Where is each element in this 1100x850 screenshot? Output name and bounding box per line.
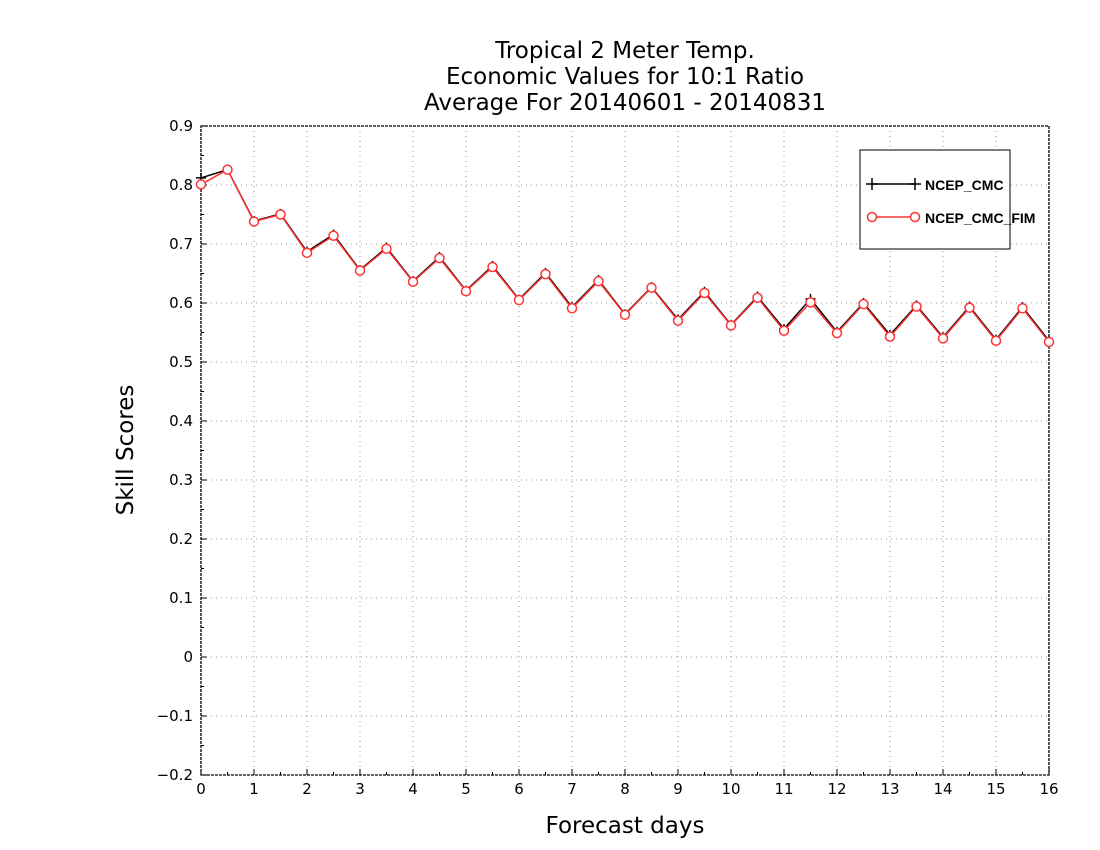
x-tick-label: 4 — [408, 780, 418, 798]
point-ncep-cmc-fim — [805, 297, 816, 308]
point-ncep-cmc-fim — [460, 285, 472, 297]
point-ncep-cmc-fim — [725, 320, 737, 331]
y-tick-label: 0.5 — [169, 353, 193, 371]
point-ncep-cmc-fim — [434, 252, 445, 264]
point-ncep-cmc-fim — [672, 315, 684, 326]
point-ncep-cmc-fim — [699, 287, 710, 299]
y-tick-label: −0.1 — [157, 707, 193, 725]
grid-lines — [201, 126, 1049, 775]
point-ncep-cmc-fim — [831, 327, 843, 339]
x-tick-label: 13 — [880, 780, 899, 798]
legend-box — [859, 149, 1011, 250]
point-ncep-cmc-fim — [301, 247, 313, 259]
point-ncep-cmc-fim — [248, 216, 260, 227]
point-ncep-cmc-fim — [778, 325, 790, 336]
point-ncep-cmc-fim — [646, 282, 657, 293]
x-axis-label: Forecast days — [546, 813, 705, 839]
x-tick-label: 16 — [1039, 780, 1058, 798]
y-tick-label: 0.9 — [169, 117, 193, 135]
legend: NCEP_CMC NCEP_CMC_FIM — [859, 149, 1035, 250]
x-tick-label: 10 — [721, 780, 740, 798]
point-ncep-cmc-fim — [487, 261, 498, 273]
x-tick-label: 14 — [933, 780, 952, 798]
x-tick-label: 11 — [774, 780, 793, 798]
y-axis-label: Skill Scores — [113, 385, 139, 516]
x-tick-label: 5 — [461, 780, 471, 798]
point-ncep-cmc-fim — [566, 303, 578, 314]
y-tick-label: 0 — [183, 648, 193, 666]
point-ncep-cmc-fim — [964, 302, 975, 313]
legend-label-ncep-cmc-fim: NCEP_CMC_FIM — [925, 210, 1035, 226]
point-ncep-cmc-fim — [328, 230, 339, 241]
x-tick-label: 12 — [827, 780, 846, 798]
point-ncep-cmc-fim — [381, 243, 392, 254]
x-tick-label: 8 — [620, 780, 630, 798]
legend-label-ncep-cmc: NCEP_CMC — [925, 177, 1004, 193]
y-axis: −0.2 −0.1 0 0.1 0.2 0.3 0.4 0.5 0.6 0.7 0.8 0.9 — [157, 117, 207, 784]
x-tick-label: 7 — [567, 780, 577, 798]
point-ncep-cmc-fim — [195, 179, 207, 190]
point-ncep-cmc-fim — [222, 164, 233, 175]
x-tick-label: 15 — [986, 780, 1005, 798]
point-ncep-cmc-fim — [937, 333, 949, 344]
point-ncep-cmc-fim — [1017, 303, 1028, 314]
y-tick-label: 0.4 — [169, 412, 193, 430]
point-ncep-cmc-fim — [593, 275, 604, 287]
y-tick-label: 0.3 — [169, 471, 193, 489]
point-ncep-cmc-fim — [275, 209, 286, 220]
y-tick-label: −0.2 — [157, 766, 193, 784]
y-tick-label: 0.2 — [169, 530, 193, 548]
y-tick-label: 0.7 — [169, 235, 193, 253]
x-tick-label: 3 — [355, 780, 365, 798]
point-ncep-cmc-fim — [858, 298, 869, 310]
x-tick-label: 2 — [302, 780, 312, 798]
point-ncep-cmc-fim — [752, 292, 763, 303]
series-layer — [195, 164, 1055, 348]
x-axis: 0 1 2 3 4 5 6 7 8 9 10 11 12 13 14 15 16 — [196, 769, 1059, 798]
y-tick-label: 0.8 — [169, 176, 193, 194]
point-ncep-cmc-fim — [1043, 336, 1055, 348]
chart-title-line-3: Average For 20140601 - 20140831 — [424, 90, 826, 116]
chart-title-line-2: Economic Values for 10:1 Ratio — [446, 64, 804, 90]
point-ncep-cmc-fim — [513, 294, 525, 306]
x-tick-label: 0 — [196, 780, 206, 798]
x-tick-label: 1 — [249, 780, 259, 798]
point-ncep-cmc-fim — [619, 309, 631, 321]
x-tick-label: 9 — [673, 780, 683, 798]
x-tick-label: 6 — [514, 780, 524, 798]
point-ncep-cmc-fim — [540, 268, 551, 280]
legend-entry-ncep-cmc: NCEP_CMC — [866, 177, 1004, 193]
y-tick-label: 0.1 — [169, 589, 193, 607]
y-tick-label: 0.6 — [169, 294, 193, 312]
legend-entry-ncep-cmc-fim: NCEP_CMC_FIM — [866, 210, 1035, 226]
point-ncep-cmc-fim — [354, 265, 366, 276]
chart-title: Tropical 2 Meter Temp. Economic Values f… — [424, 38, 826, 116]
point-ncep-cmc-fim — [990, 335, 1002, 347]
point-ncep-cmc-fim — [884, 331, 896, 342]
point-ncep-cmc-fim — [407, 276, 419, 288]
point-ncep-cmc-fim — [911, 301, 922, 312]
chart-title-line-1: Tropical 2 Meter Temp. — [494, 38, 755, 64]
